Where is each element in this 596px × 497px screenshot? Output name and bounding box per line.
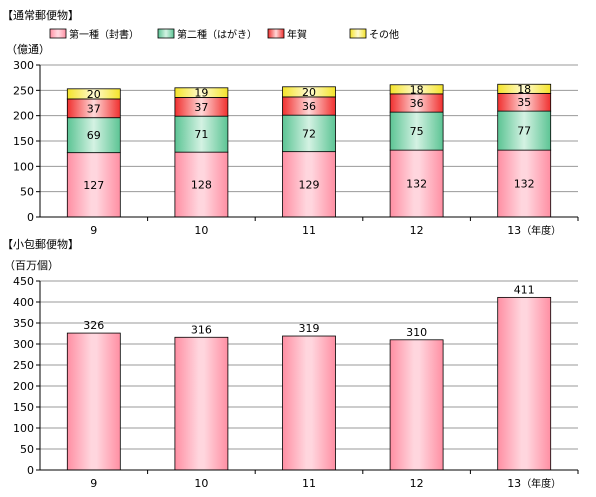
data-label: 316 <box>191 323 212 336</box>
y-tick-label: 350 <box>13 317 34 330</box>
data-label: 36 <box>302 100 316 113</box>
bar-segment <box>66 117 121 154</box>
data-label: 77 <box>517 125 531 138</box>
data-label: 326 <box>83 319 104 332</box>
bar-segment <box>389 111 444 151</box>
data-label: 127 <box>83 179 104 192</box>
y-tick-label: 300 <box>13 59 34 72</box>
data-label: 18 <box>410 83 424 96</box>
y-tick-label: 50 <box>20 443 34 456</box>
data-label: 20 <box>87 88 101 101</box>
chart2-bars: 326 316 319 310 411 <box>66 283 552 471</box>
x-tick-label: 11 <box>302 224 316 237</box>
x-tick-label: 12 <box>410 224 424 237</box>
data-label: 37 <box>194 101 208 114</box>
y-tick-label: 300 <box>13 338 34 351</box>
data-label: 411 <box>514 283 535 296</box>
data-label: 69 <box>87 129 101 142</box>
chart-regular-mail: 【通常郵便物】 第一種（封書） 第二種（はがき） 年賀 その他 （億通） 127 69 3… <box>2 8 579 237</box>
x-tick-label: 13 <box>507 477 521 490</box>
y-tick-label: 0 <box>27 211 34 224</box>
x-unit-label: （年度） <box>521 477 561 490</box>
chart1-bars: 1276937201287137191297236201327536181327… <box>66 83 552 218</box>
bar-segment <box>282 114 336 153</box>
bar-segment <box>497 296 552 471</box>
data-label: 132 <box>406 178 427 191</box>
bar-segment <box>174 115 229 153</box>
data-label: 310 <box>406 326 427 339</box>
y-tick-label: 200 <box>13 380 34 393</box>
bar-segment <box>66 332 121 471</box>
data-label: 18 <box>517 83 531 96</box>
bar-segment <box>66 88 121 100</box>
bar-segment <box>174 87 229 98</box>
data-label: 71 <box>194 128 208 141</box>
y-tick-label: 50 <box>20 186 34 199</box>
bar-segment <box>282 335 336 471</box>
x-tick-label: 9 <box>90 224 97 237</box>
bar-segment <box>497 83 552 94</box>
bar-segment <box>282 86 336 98</box>
y-tick-label: 100 <box>13 422 34 435</box>
chart1-title: 【通常郵便物】 <box>2 8 79 22</box>
legend-swatch <box>349 28 367 39</box>
legend-label: 年賀 <box>287 28 307 41</box>
chart2-title: 【小包郵便物】 <box>2 237 79 251</box>
bar-segment <box>389 339 444 471</box>
legend-label: 第二種（はがき） <box>177 28 257 41</box>
x-tick-label: 12 <box>410 477 424 490</box>
y-tick-label: 200 <box>13 110 34 123</box>
x-tick-label: 10 <box>194 224 208 237</box>
y-tick-label: 150 <box>13 401 34 414</box>
data-label: 132 <box>514 178 535 191</box>
x-tick-label: 11 <box>302 477 316 490</box>
data-label: 36 <box>410 97 424 110</box>
data-label: 319 <box>299 322 320 335</box>
x-unit-label: （年度） <box>521 224 561 237</box>
x-tick-label: 10 <box>194 477 208 490</box>
data-label: 72 <box>302 127 316 140</box>
x-tick-label: 13 <box>507 224 521 237</box>
chart-parcels: 【小包郵便物】 （百万個） 326 316 319 310 411 0 50 100 150 2… <box>2 237 579 490</box>
data-label: 75 <box>410 125 424 138</box>
y-tick-label: 100 <box>13 160 34 173</box>
y-tick-label: 450 <box>13 275 34 288</box>
y-tick-label: 250 <box>13 84 34 97</box>
legend-label: その他 <box>369 28 399 41</box>
bar-segment <box>174 336 229 471</box>
legend-label: 第一種（封書） <box>69 28 139 41</box>
legend-swatch <box>267 28 285 39</box>
legend-swatch <box>49 28 67 39</box>
bar-segment <box>389 149 444 218</box>
y-tick-label: 250 <box>13 359 34 372</box>
legend-swatch <box>157 28 175 39</box>
data-label: 37 <box>87 102 101 115</box>
data-label: 129 <box>299 178 320 191</box>
chart1-axes: 0 50 100 150 200 250 300 9 10 11 12 13 （年度） <box>13 59 579 237</box>
data-label: 35 <box>517 96 531 109</box>
y-tick-label: 0 <box>27 464 34 477</box>
y-tick-label: 150 <box>13 135 34 148</box>
chart1-legend: 第一種（封書） 第二種（はがき） 年賀 その他 <box>49 28 399 41</box>
chart1-y-unit: （億通） <box>6 43 50 56</box>
data-label: 19 <box>194 87 208 100</box>
chart2-axes: 0 50 100 150 200 250 300 350 400 450 9 10 11 12 13 （年度） <box>13 275 579 490</box>
chart2-y-unit: （百万個） <box>4 259 59 272</box>
bar-segment <box>497 110 552 151</box>
data-label: 20 <box>302 86 316 99</box>
bar-segment <box>389 84 444 95</box>
x-tick-label: 9 <box>90 477 97 490</box>
y-tick-label: 400 <box>13 296 34 309</box>
data-label: 128 <box>191 179 212 192</box>
